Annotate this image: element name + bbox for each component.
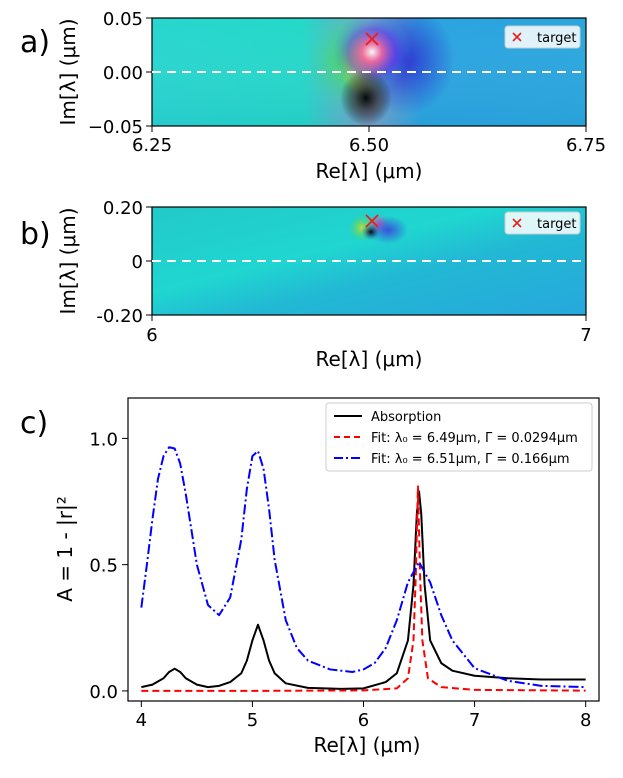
x-axis-label-a: Re[λ] (μm) [316, 159, 423, 183]
legend-b: target [504, 211, 581, 235]
y-tick-label-c: 0.5 [89, 556, 118, 577]
y-tick-b-mid: 0 [132, 252, 143, 273]
panel-b: b) target 0.20 0 -0.20 6 7 Re[λ] (μm) I [20, 198, 592, 371]
panel-a-label: a) [20, 25, 50, 60]
series-line-absorption [141, 490, 586, 690]
legend-c-fit-red: Fit: λ₀ = 6.49μm, Γ = 0.0294μm [371, 431, 578, 446]
series-line-fit-blue [140, 446, 586, 689]
y-tick-label-c: 0.0 [89, 682, 118, 703]
x-tick-label-c: 4 [136, 710, 147, 731]
x-tick-a-right: 6.75 [566, 135, 606, 156]
y-tick-a-top: 0.05 [103, 9, 143, 30]
singularity-b [361, 223, 381, 241]
legend-c: Absorption Fit: λ₀ = 6.49μm, Γ = 0.0294μ… [325, 402, 593, 472]
legend-c-fit-blue: Fit: λ₀ = 6.51μm, Γ = 0.166μm [371, 452, 570, 467]
y-tick-b-bottom: -0.20 [96, 306, 143, 327]
plot-area-c [140, 446, 586, 692]
x-axis-label-c: Re[λ] (μm) [314, 733, 421, 757]
x-axis-label-b: Re[λ] (μm) [316, 347, 423, 371]
panel-c-label: c) [20, 406, 48, 441]
legend-a: target [504, 25, 581, 49]
panel-b-label: b) [20, 217, 51, 252]
x-tick-b-left: 6 [146, 325, 157, 346]
y-tick-a-mid: 0.00 [103, 63, 143, 84]
x-tick-label-c: 8 [580, 710, 591, 731]
y-tick-a-bottom: −0.05 [88, 117, 143, 138]
target-marker-b [365, 214, 379, 228]
legend-a-target: target [537, 31, 577, 46]
y-tick-b-top: 0.20 [103, 198, 143, 219]
y-axis-label-a: Im[λ] (μm) [56, 19, 80, 126]
x-tick-a-mid: 6.50 [349, 135, 389, 156]
x-tick-label-c: 5 [247, 710, 258, 731]
legend-c-absorption: Absorption [371, 410, 441, 425]
x-tick-label-c: 6 [358, 710, 369, 731]
x-tick-a-left: 6.25 [132, 135, 172, 156]
y-axis-label-c: A = 1 - |r|² [53, 496, 77, 602]
y-axis-label-b: Im[λ] (μm) [56, 208, 80, 315]
panel-c: c) 4 5 6 7 8 0.0 0.5 1.0 Re[λ] (μm) A = 1 - |r|… [20, 397, 600, 757]
axis-ticks-c: 4 5 6 7 8 0.0 0.5 1.0 [89, 429, 591, 731]
x-tick-b-right: 7 [580, 325, 591, 346]
y-tick-label-c: 1.0 [89, 429, 118, 450]
x-tick-label-c: 7 [469, 710, 480, 731]
target-marker-a [365, 32, 379, 46]
panel-a: a) target 0.05 0.00 −0.05 [20, 9, 606, 183]
legend-b-target: target [537, 217, 577, 232]
